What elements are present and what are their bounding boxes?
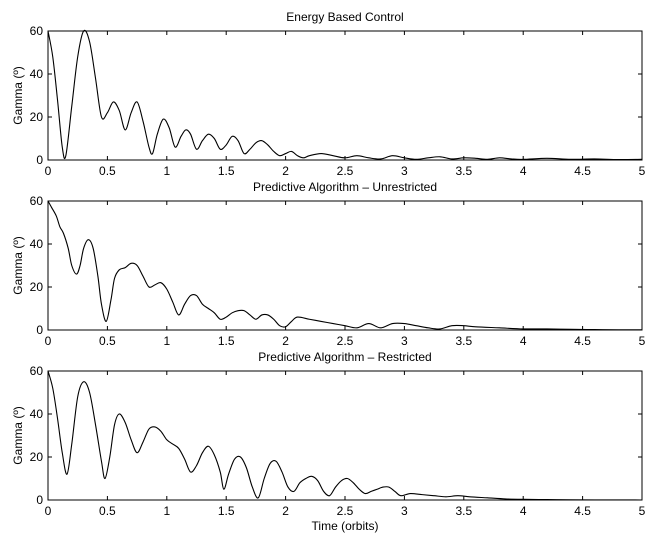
x-tick-label: 3.5 xyxy=(455,504,472,518)
x-tick-label: 2.5 xyxy=(337,334,354,348)
x-tick-label: 1 xyxy=(163,164,170,178)
x-tick-label: 0.5 xyxy=(99,164,116,178)
x-tick-label: 2 xyxy=(282,504,289,518)
y-tick-label: 20 xyxy=(30,450,44,464)
x-tick-label: 4 xyxy=(520,504,527,518)
y-axis-label: Gamma (º) xyxy=(11,66,25,124)
axes-frame xyxy=(47,370,643,501)
x-tick-label: 3 xyxy=(401,334,408,348)
y-axis-label: Gamma (º) xyxy=(11,406,25,464)
x-tick-label: 1.5 xyxy=(218,504,235,518)
x-tick-label: 1.5 xyxy=(218,164,235,178)
x-tick-label: 2 xyxy=(282,164,289,178)
x-tick-label: 4.5 xyxy=(574,164,591,178)
x-tick-label: 0 xyxy=(45,334,52,348)
x-tick-label: 2.5 xyxy=(337,504,354,518)
y-tick-label: 40 xyxy=(30,237,44,251)
x-tick-label: 4.5 xyxy=(574,334,591,348)
series-line-1 xyxy=(47,370,643,501)
y-tick-label: 60 xyxy=(30,194,44,208)
x-tick-label: 1.5 xyxy=(218,334,235,348)
y-axis-label: Gamma (º) xyxy=(11,236,25,294)
x-tick-label: 0 xyxy=(45,164,52,178)
panel-3: Predictive Algorithm – Restricted 0 0.5 1 1.… xyxy=(11,350,646,533)
x-tick-label: 4 xyxy=(520,334,527,348)
x-tick-label: 1 xyxy=(163,334,170,348)
y-tick-label: 60 xyxy=(30,364,44,378)
y-tick-label: 20 xyxy=(30,110,44,124)
chart-title: Energy Based Control xyxy=(286,10,403,24)
panel-2: Predictive Algorithm – Unrestricted 0 0.5 1… xyxy=(11,180,646,348)
y-tick-label: 20 xyxy=(30,280,44,294)
series-line-1 xyxy=(47,200,643,331)
chart-title: Predictive Algorithm – Unrestricted xyxy=(253,180,437,194)
x-tick-label: 0.5 xyxy=(99,334,116,348)
x-tick-label: 2.5 xyxy=(337,164,354,178)
y-tick-label: 40 xyxy=(30,67,44,81)
chart-title: Predictive Algorithm – Restricted xyxy=(258,350,431,364)
series-line-1 xyxy=(47,29,643,161)
y-tick-label: 0 xyxy=(36,153,43,167)
axes-frame xyxy=(47,30,643,161)
x-tick-label: 1 xyxy=(163,504,170,518)
x-tick-label: 5 xyxy=(639,334,646,348)
x-tick-label: 3 xyxy=(401,504,408,518)
y-tick-label: 0 xyxy=(36,493,43,507)
x-tick-label: 0.5 xyxy=(99,504,116,518)
x-tick-label: 5 xyxy=(639,164,646,178)
y-tick-label: 60 xyxy=(30,24,44,38)
x-tick-label: 4.5 xyxy=(574,504,591,518)
panel-1: Energy Based Control 0 0.5 1 1.5 2 2.5 3 3.5 4 4.5… xyxy=(11,10,646,178)
x-tick-label: 0 xyxy=(45,504,52,518)
x-tick-label: 3.5 xyxy=(455,164,472,178)
x-tick-label: 4 xyxy=(520,164,527,178)
x-axis-label: Time (orbits) xyxy=(312,519,379,533)
y-tick-label: 40 xyxy=(30,407,44,421)
x-tick-label: 3 xyxy=(401,164,408,178)
x-tick-label: 2 xyxy=(282,334,289,348)
y-tick-label: 0 xyxy=(36,323,43,337)
x-tick-label: 3.5 xyxy=(455,334,472,348)
x-tick-label: 5 xyxy=(639,504,646,518)
